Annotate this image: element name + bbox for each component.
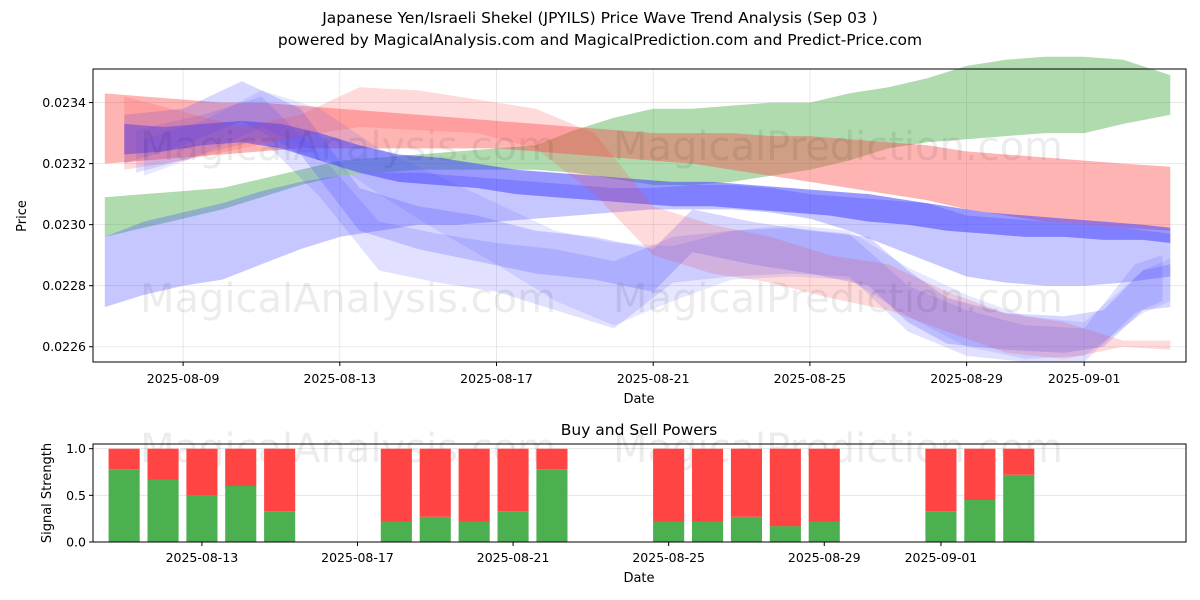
sell-bar [536,448,568,470]
buy-bar [147,479,179,542]
sell-bar [653,448,685,522]
buy-bar [108,469,140,542]
price-band-green [104,56,1171,237]
price-bands [104,56,1171,362]
price-x-tick-label: 2025-08-25 [774,371,847,386]
price-band-blue [124,120,1171,243]
buy-sell-x-tick-label: 2025-08-29 [788,550,861,565]
chart-title: Japanese Yen/Israeli Shekel (JPYILS) Pri… [322,9,878,27]
buy-bar [730,516,762,542]
buy-sell-x-tick-label: 2025-08-17 [321,550,394,565]
watermark: MagicalAnalysis.com [140,124,556,170]
buy-sell-y-tick-label: 1.0 [66,441,86,456]
price-y-tick-label: 0.0226 [42,339,86,354]
price-band-red [104,93,1171,231]
sell-bar [964,448,996,500]
buy-bar [692,521,724,542]
buy-bar [225,486,257,542]
price-plot-frame [92,68,1187,363]
buy-bar [808,521,840,542]
price-x-ticks: 2025-08-09 2025-08-13 2025-08-17 2025-08-21… [147,362,1121,386]
buy-sell-x-tick-label: 2025-08-25 [632,550,705,565]
price-x-tick-label: 2025-08-29 [930,371,1003,386]
watermark: MagicalPrediction.com [613,124,1063,170]
buy-bar [925,511,957,542]
sell-bar [925,448,957,512]
buy-sell-title: Buy and Sell Powers [561,421,718,439]
price-band-blue [136,96,1163,362]
price-band-blue [143,90,1171,359]
buy-bar [536,469,568,542]
buy-bar [497,511,529,542]
price-x-tick-label: 2025-09-01 [1048,371,1121,386]
buy-sell-x-tick-label: 2025-08-21 [477,550,550,565]
sell-bar [225,448,257,486]
price-y-ticks: 0.0226 0.0228 0.0230 0.0232 0.0234 [42,95,93,354]
watermark: MagicalPrediction.com [613,276,1063,322]
sell-bar [458,448,490,522]
sell-bar [730,448,762,517]
buy-sell-bars [108,448,1035,542]
buy-bar [653,521,685,542]
sell-bar [692,448,724,522]
chart-subtitle: powered by MagicalAnalysis.com and Magic… [277,31,923,49]
sell-bar [380,448,412,522]
price-x-axis-label: Date [623,392,654,407]
sell-bar [808,448,840,522]
buy-sell-y-axis-label: Signal Strength [40,443,55,543]
buy-sell-y-tick-label: 0.5 [66,488,86,503]
buy-bar [964,500,996,542]
buy-sell-plot-frame [92,443,1187,543]
buy-bar [769,526,801,542]
price-band-blue [124,81,1171,353]
sell-bar [497,448,529,512]
buy-sell-x-ticks: 2025-08-13 2025-08-17 2025-08-21 2025-08-25… [166,542,978,565]
sell-bar [186,448,218,496]
buy-sell-plot: Buy and Sell Powers MagicalAnalysis.com … [40,421,1187,586]
price-x-tick-label: 2025-08-09 [147,371,220,386]
buy-sell-x-tick-label: 2025-08-13 [166,550,239,565]
buy-bar [380,521,412,542]
buy-bar [186,495,218,542]
buy-sell-x-axis-label: Date [623,571,654,586]
buy-bar [419,516,451,542]
buy-bar [1003,474,1035,542]
buy-bar [458,521,490,542]
price-wave-plot: MagicalAnalysis.com MagicalPrediction.co… [15,56,1187,407]
price-x-tick-label: 2025-08-17 [460,371,533,386]
price-x-tick-label: 2025-08-21 [617,371,690,386]
price-y-tick-label: 0.0228 [42,278,86,293]
buy-sell-y-tick-label: 0.0 [66,535,86,550]
price-y-tick-label: 0.0230 [42,217,86,232]
price-y-axis-label: Price [15,200,30,232]
sell-bar [147,448,179,480]
price-band-red [124,87,1171,359]
buy-sell-y-ticks: 0.0 0.5 1.0 [66,441,93,550]
price-x-tick-label: 2025-08-13 [303,371,376,386]
buy-sell-x-tick-label: 2025-09-01 [905,550,978,565]
sell-bar [769,448,801,527]
sell-bar [1003,448,1035,475]
price-y-tick-label: 0.0232 [42,156,86,171]
sell-bar [108,448,140,470]
buy-bar [264,511,296,542]
price-y-tick-label: 0.0234 [42,95,86,110]
watermark: MagicalAnalysis.com [140,276,556,322]
sell-bar [419,448,451,517]
sell-bar [264,448,296,512]
